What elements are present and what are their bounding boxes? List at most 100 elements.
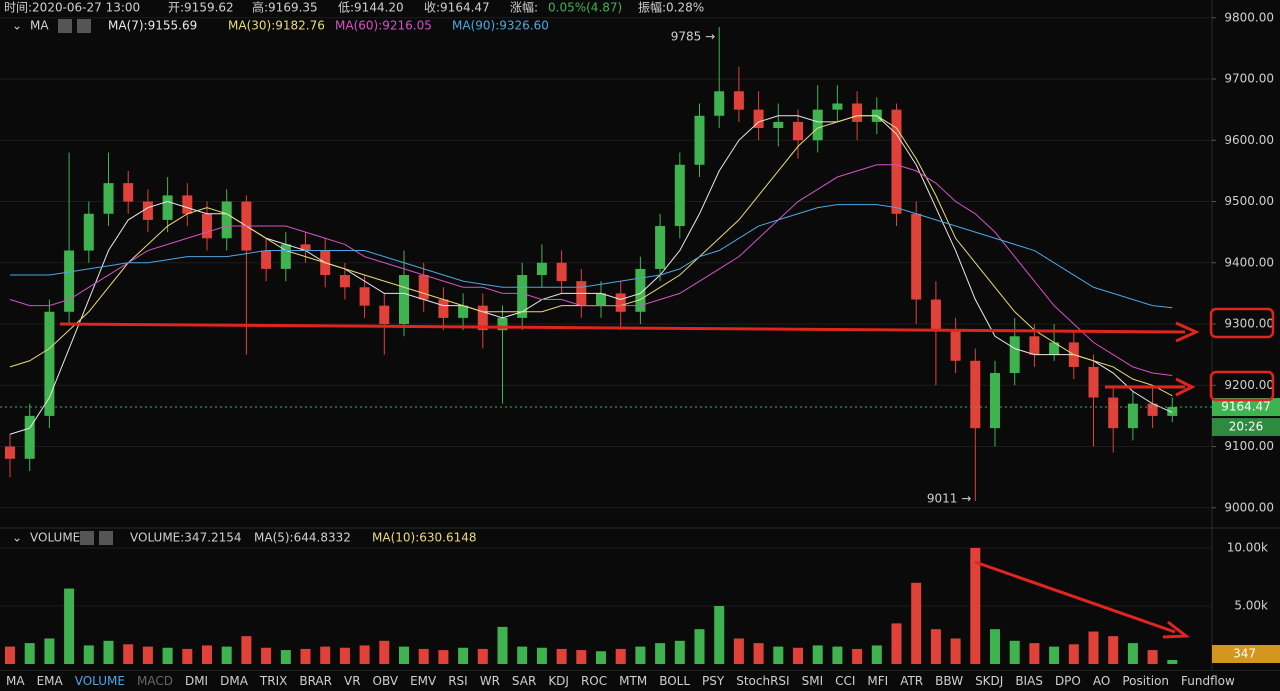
- volume-bar: [497, 626, 508, 664]
- y-tick-label: 9200.00: [1224, 378, 1274, 392]
- volume-bar: [24, 643, 35, 664]
- candle-body: [694, 115, 705, 165]
- candle-body: [261, 250, 272, 269]
- volume-bar: [852, 648, 863, 664]
- indicator-tabs: MA EMA VOLUME MACD DMI DMA TRIX BRAR VR OBV EMV RSI…: [0, 670, 1280, 691]
- settings-icon[interactable]: [58, 19, 72, 33]
- candle-body: [300, 244, 311, 251]
- volume-bar: [832, 646, 843, 664]
- volume-bar: [103, 640, 114, 664]
- volume-bar: [635, 646, 646, 664]
- volume-bar: [241, 636, 252, 664]
- candle-body: [359, 287, 370, 306]
- settings-icon[interactable]: [80, 531, 94, 545]
- volume-ma5: MA(5):644.8332: [254, 531, 351, 545]
- volume-bar: [1127, 643, 1138, 664]
- ma-line: [9, 115, 1173, 435]
- indicator-tab[interactable]: SKDJ: [975, 674, 1004, 688]
- indicator-tab[interactable]: ATR: [900, 674, 924, 688]
- indicator-tab[interactable]: ROC: [580, 674, 608, 688]
- volume-bar: [517, 646, 528, 664]
- indicator-tab[interactable]: OBV: [372, 674, 399, 688]
- indicator-tab[interactable]: MACD: [136, 674, 173, 688]
- volume-bar: [458, 647, 469, 664]
- indicator-tab[interactable]: KDJ: [548, 674, 569, 688]
- candle-body: [635, 268, 646, 312]
- collapse-icon[interactable]: ⌄: [12, 19, 22, 33]
- volume-bar: [556, 648, 567, 664]
- volume-bar: [280, 650, 291, 664]
- indicator-tab[interactable]: DPO: [1054, 674, 1081, 688]
- close: 收:9164.47: [424, 1, 490, 15]
- legend-entry: MA(60):9216.05: [335, 19, 432, 33]
- candle-body: [83, 213, 94, 251]
- volume-bar: [182, 648, 193, 664]
- indicator-tab[interactable]: BRAR: [299, 674, 332, 688]
- indicator-tab[interactable]: DMA: [220, 674, 248, 688]
- indicator-tab[interactable]: BOLL: [659, 674, 691, 688]
- indicator-tab[interactable]: RSI: [448, 674, 468, 688]
- indicator-tab[interactable]: StochRSI: [736, 674, 790, 688]
- volume-bar: [714, 605, 725, 664]
- indicator-tab[interactable]: SAR: [511, 674, 537, 688]
- last-volume-label: 347: [1233, 647, 1256, 661]
- high: 高:9169.35: [252, 0, 318, 15]
- volume-ma10: MA(10):630.6148: [372, 531, 477, 545]
- candle-body: [714, 91, 725, 116]
- candle-body: [832, 103, 843, 110]
- candle-body: [142, 201, 153, 220]
- last-price-box: [1212, 398, 1280, 417]
- amplitude: 振幅:0.28%: [638, 0, 704, 15]
- y-tick-label: 9700.00: [1224, 72, 1274, 86]
- change: 0.05%(4.87): [548, 1, 622, 15]
- close-icon[interactable]: [99, 531, 113, 545]
- indicator-tab[interactable]: TRIX: [259, 674, 288, 688]
- candle-body: [497, 317, 508, 331]
- indicator-tab[interactable]: EMA: [36, 674, 63, 688]
- indicator-tab[interactable]: VOLUME: [74, 674, 125, 688]
- indicator-tab[interactable]: BIAS: [1015, 674, 1043, 688]
- indicator-tab[interactable]: MTM: [619, 674, 648, 688]
- legend-entry: MA(90):9326.60: [452, 19, 549, 33]
- candle-body: [891, 109, 902, 214]
- indicator-tab[interactable]: BBW: [935, 674, 964, 688]
- indicator-tab[interactable]: CCI: [835, 674, 856, 688]
- indicator-tab[interactable]: PSY: [702, 674, 725, 688]
- candle-body: [162, 195, 173, 220]
- y-tick-label: 9800.00: [1224, 10, 1274, 24]
- indicator-tab[interactable]: MFI: [867, 674, 889, 688]
- volume-bar: [596, 651, 606, 664]
- candle-body: [1127, 403, 1138, 429]
- low-annotation: 9011 →: [927, 492, 971, 506]
- volume-bar: [320, 646, 331, 664]
- indicator-tab[interactable]: SMI: [801, 674, 824, 688]
- volume-bar: [261, 647, 272, 664]
- candle-body: [812, 109, 823, 141]
- candle-body: [44, 311, 55, 416]
- candle-body: [1108, 397, 1119, 429]
- volume-bar: [300, 648, 311, 664]
- indicator-tab[interactable]: EMV: [410, 674, 437, 688]
- candle-body: [458, 305, 469, 318]
- volume-bar: [753, 643, 764, 664]
- candle-body: [930, 299, 941, 331]
- candle-body: [852, 103, 863, 122]
- indicator-tab[interactable]: VR: [343, 674, 361, 688]
- indicator-tab[interactable]: Fundflow: [1181, 674, 1235, 688]
- candle-body: [517, 275, 528, 318]
- background: [0, 0, 1280, 670]
- close-icon[interactable]: [77, 19, 91, 33]
- indicator-tab[interactable]: MA: [6, 674, 25, 688]
- candle-body: [221, 201, 232, 239]
- indicator-tab[interactable]: Position: [1122, 674, 1170, 688]
- volume-bar: [536, 647, 547, 664]
- volume-bar: [418, 648, 429, 664]
- collapse-icon[interactable]: ⌄: [12, 531, 22, 545]
- arrow-head: [1175, 377, 1196, 397]
- volume-bar: [793, 647, 803, 664]
- indicator-tab[interactable]: DMI: [184, 674, 209, 688]
- candle-body: [1088, 366, 1099, 398]
- indicator-tab[interactable]: WR: [479, 674, 500, 688]
- indicator-tab[interactable]: AO: [1092, 674, 1111, 688]
